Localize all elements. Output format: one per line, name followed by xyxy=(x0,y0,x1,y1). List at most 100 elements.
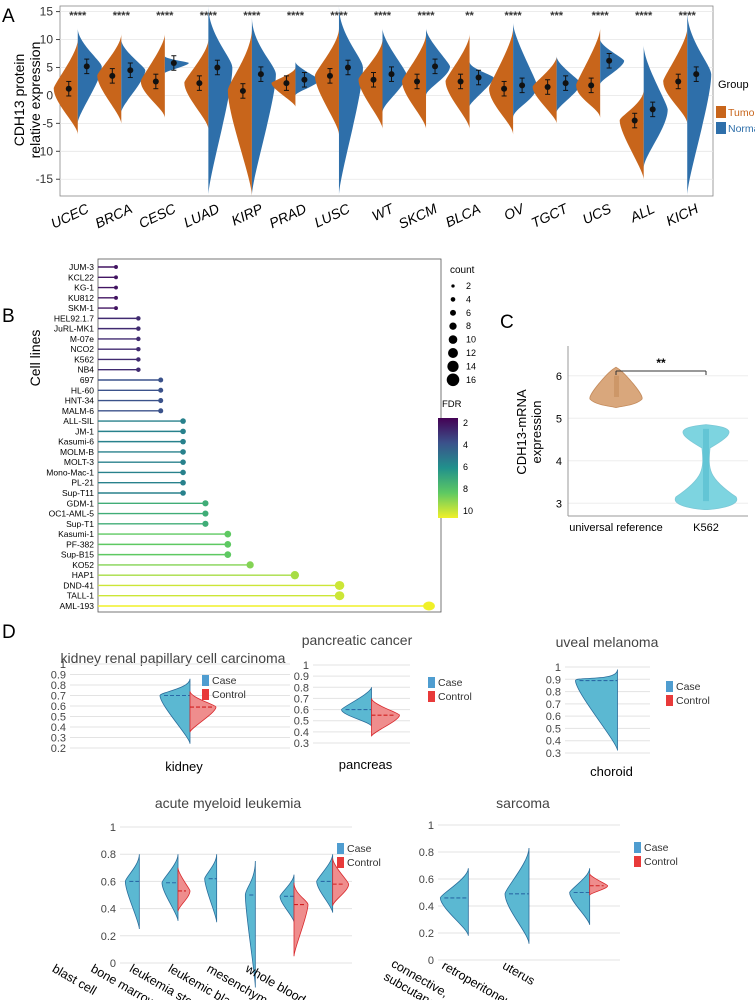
cell-line-label-GDM-1: GDM-1 xyxy=(67,498,95,508)
lollipop-dot-KCL22 xyxy=(114,275,118,280)
y-tick-label: 1 xyxy=(303,660,309,672)
size-legend-label: 12 xyxy=(466,348,476,358)
y-tick-label: 0.2 xyxy=(51,743,66,755)
significance-BRCA: **** xyxy=(113,10,131,22)
x-tick-label-BRCA: BRCA xyxy=(93,200,135,231)
lollipop-dot-HL-60 xyxy=(158,387,164,393)
violin-case-retroperitoneum xyxy=(504,847,530,944)
cell-line-label-KCL22: KCL22 xyxy=(68,272,94,282)
cell-line-label-Sup-T11: Sup-T11 xyxy=(62,488,94,498)
violin-tumor-CESC xyxy=(140,33,165,118)
y-tick-label: 0.6 xyxy=(546,711,561,723)
lollipop-dot-AML-193 xyxy=(423,601,435,611)
y-tick-label: 0.5 xyxy=(546,723,561,735)
cell-line-label-HEL92.1.7: HEL92.1.7 xyxy=(54,313,94,323)
median-point-normal xyxy=(127,67,134,74)
y-tick-label: 0 xyxy=(110,958,116,970)
legend-label-case: Case xyxy=(676,681,701,693)
lollipop-dot-OC1-AML-5 xyxy=(202,510,209,517)
y-tick-label: 5 xyxy=(556,413,562,425)
lollipop-dot-PF-382 xyxy=(224,541,232,548)
violin-case-kidney xyxy=(159,678,191,744)
y-tick-label: 0.5 xyxy=(294,716,309,728)
median-point-normal xyxy=(606,57,613,64)
significance-OV: **** xyxy=(505,10,523,22)
violin-control-bone marrow xyxy=(177,867,191,912)
box-k562 xyxy=(703,428,709,502)
median-point-tumor xyxy=(326,72,333,79)
cell-line-label-TALL-1: TALL-1 xyxy=(67,591,95,601)
cell-line-label-K562: K562 xyxy=(74,354,94,364)
violin-normal-BRCA xyxy=(121,39,146,113)
cell-line-label-OC1-AML-5: OC1-AML-5 xyxy=(49,509,95,519)
x-tick-label-KICH: KICH xyxy=(663,200,701,229)
cell-line-label-M-07e: M-07e xyxy=(70,334,94,344)
legend-title: Group xyxy=(718,79,749,91)
y-tick-label: 6 xyxy=(556,371,562,383)
lollipop-dot-DND-41 xyxy=(334,580,345,590)
median-point-tumor xyxy=(588,82,595,89)
cell-line-label-NCO2: NCO2 xyxy=(70,344,94,354)
y-tick-label: 0.4 xyxy=(101,904,116,916)
median-point-normal xyxy=(388,71,395,78)
y-axis-label-line: CDH13-mRNA xyxy=(514,389,529,475)
box-universal-reference xyxy=(614,375,619,397)
size-legend-label: 10 xyxy=(466,335,476,345)
y-axis-label-line: CDH13 protein xyxy=(11,54,27,147)
legend-swatch-case xyxy=(337,843,344,854)
lollipop-dot-697 xyxy=(158,377,164,383)
cell-line-label-Sup-B15: Sup-B15 xyxy=(61,550,94,560)
size-legend-label: 16 xyxy=(466,375,476,385)
violin-control-mesenchymal stromal cell xyxy=(293,882,309,957)
size-legend-dot xyxy=(449,322,457,330)
panel-d2: pancreatic cancer 0.30.40.50.60.70.80.91 p… xyxy=(294,632,472,772)
legend-label-case: Case xyxy=(347,843,372,855)
y-axis-label: CDH13 proteinrelative expression xyxy=(11,42,43,159)
cell-line-label-HNT-34: HNT-34 xyxy=(65,396,95,406)
median-point-normal xyxy=(519,82,526,89)
violin-normal-PRAD xyxy=(295,61,320,96)
y-tick-label: -5 xyxy=(42,116,53,130)
lollipop-dot-SKM-1 xyxy=(114,306,118,311)
lollipop-dot-PL-21 xyxy=(180,479,186,486)
significance-TGCT: *** xyxy=(550,10,564,22)
violin-case-pancreas xyxy=(341,687,372,727)
median-point-normal xyxy=(83,63,90,70)
y-tick-label: 0.9 xyxy=(51,670,66,682)
legend-label-control: Control xyxy=(438,691,472,703)
y-tick-label: 0.5 xyxy=(51,712,66,724)
cell-line-label-ALL-SIL: ALL-SIL xyxy=(63,416,94,426)
y-tick-label: 0.7 xyxy=(546,699,561,711)
violin-normal-UCEC xyxy=(77,28,102,124)
y-tick-label: 1 xyxy=(110,822,116,834)
violin-case-uterus xyxy=(569,868,591,926)
legend-label-case: Case xyxy=(438,677,463,689)
median-point-tumor xyxy=(109,72,116,79)
legend-swatch-case xyxy=(428,677,435,688)
y-axis-label-line: relative expression xyxy=(27,42,43,159)
y-axis-label: CDH13-mRNAexpression xyxy=(514,389,544,475)
cell-line-label-Kasumi-1: Kasumi-1 xyxy=(58,529,94,539)
median-point-normal xyxy=(214,64,221,71)
cell-line-label-SKM-1: SKM-1 xyxy=(68,303,94,313)
size-legend-dot xyxy=(448,348,458,358)
lollipop-dot-ALL-SIL xyxy=(180,418,186,424)
y-tick-label: 0.8 xyxy=(101,849,116,861)
x-tick-label-LUSC: LUSC xyxy=(312,200,353,231)
lollipop-dot-NB4 xyxy=(136,367,141,372)
median-point-tumor xyxy=(370,76,377,83)
color-legend-tick: 2 xyxy=(463,418,468,428)
cell-line-label-AML-193: AML-193 xyxy=(60,601,95,611)
legend-label-tumor: Tumor xyxy=(728,107,755,119)
cell-line-label-PF-382: PF-382 xyxy=(66,539,94,549)
cell-line-label-HAP1: HAP1 xyxy=(72,570,94,580)
lollipop-dot-TALL-1 xyxy=(334,591,345,601)
violin-control-pancreas xyxy=(371,698,400,737)
violin-tumor-LUAD xyxy=(184,39,209,129)
y-tick-label: 0.4 xyxy=(51,722,66,734)
violin-normal-LUSC xyxy=(338,6,363,196)
chart-title: kidney renal papillary cell carcinoma xyxy=(61,650,286,666)
median-point-tumor xyxy=(239,87,246,94)
violin-tumor-LUSC xyxy=(314,28,339,135)
violin-normal-KICH xyxy=(687,11,712,196)
